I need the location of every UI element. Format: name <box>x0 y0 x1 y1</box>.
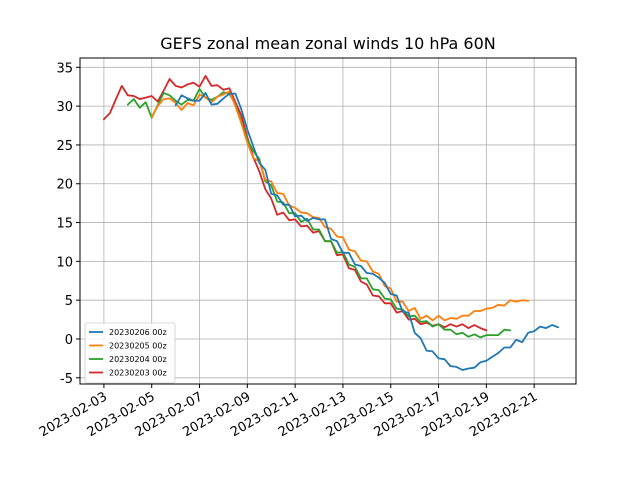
series-line-20230206-00z <box>174 92 559 371</box>
axes-frame <box>79 57 577 385</box>
y-tick-label: 20 <box>56 178 73 193</box>
series-line-20230205-00z <box>150 90 530 322</box>
series-line-20230203-00z <box>103 75 488 332</box>
y-tick-label: 30 <box>56 100 73 115</box>
legend-label: 20230205 00z <box>109 342 167 351</box>
y-tick-label: 5 <box>65 294 73 309</box>
y-tick-label: 35 <box>56 61 73 76</box>
legend-label: 20230206 00z <box>109 328 167 337</box>
y-tick-label: 25 <box>56 139 73 154</box>
y-tick-label: 10 <box>56 255 73 270</box>
y-tick-label: -5 <box>60 372 73 387</box>
legend-box <box>84 322 176 384</box>
y-tick-label: 0 <box>65 333 73 348</box>
legend: 20230206 00z 20230205 00z 20230204 00z 2023… <box>84 322 176 384</box>
y-tick-label: 15 <box>56 217 73 232</box>
legend-label: 20230203 00z <box>109 369 167 378</box>
legend-label: 20230204 00z <box>109 355 167 364</box>
chart-title: GEFS zonal mean zonal winds 10 hPa 60N <box>160 34 495 53</box>
plot-series <box>103 75 559 371</box>
